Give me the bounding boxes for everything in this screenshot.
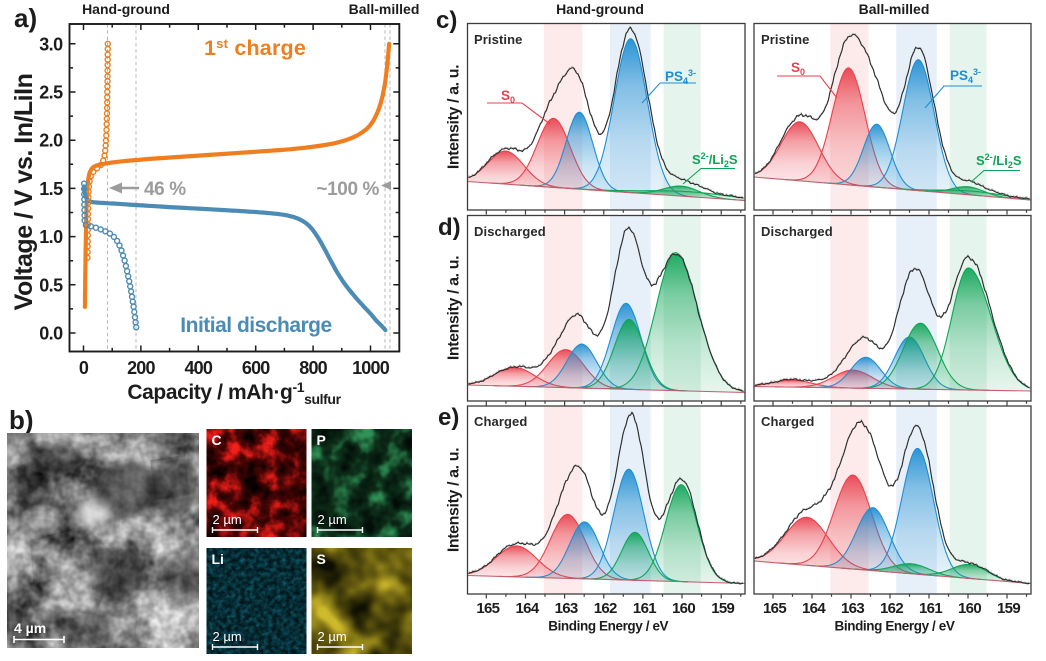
svg-text:Discharged: Discharged (474, 224, 546, 239)
svg-text:Intensity / a. u.: Intensity / a. u. (446, 448, 463, 552)
svg-text:Li: Li (212, 551, 224, 567)
svg-text:Pristine: Pristine (474, 32, 522, 47)
svg-text:3.0: 3.0 (39, 34, 63, 54)
svg-text:2 µm: 2 µm (213, 629, 242, 644)
svg-text:Ball-milled: Ball-milled (859, 1, 930, 17)
svg-text:2 µm: 2 µm (318, 629, 347, 644)
svg-text:2 µm: 2 µm (213, 512, 242, 527)
svg-text:Voltage / V vs. In/LiIn: Voltage / V vs. In/LiIn (10, 74, 38, 311)
svg-text:159: 159 (997, 600, 1020, 617)
svg-text:164: 164 (516, 600, 540, 617)
svg-text:160: 160 (958, 600, 981, 617)
svg-text:164: 164 (802, 600, 826, 617)
svg-text:Initial discharge: Initial discharge (180, 314, 331, 337)
svg-text:e): e) (438, 404, 459, 431)
svg-text:600: 600 (242, 358, 270, 378)
svg-text:0.0: 0.0 (39, 324, 63, 344)
svg-text:4 µm: 4 µm (14, 620, 46, 636)
svg-text:2 µm: 2 µm (318, 512, 347, 527)
svg-text:165: 165 (763, 600, 786, 617)
svg-text:Charged: Charged (761, 414, 814, 429)
svg-text:Binding Energy / eV: Binding Energy / eV (835, 619, 955, 634)
svg-text:S: S (317, 551, 326, 567)
svg-text:Hand-ground: Hand-ground (82, 1, 170, 17)
svg-text:Hand-ground: Hand-ground (556, 1, 644, 17)
svg-text:2.5: 2.5 (39, 83, 63, 103)
svg-text:~100 %: ~100 % (316, 179, 379, 200)
svg-text:163: 163 (841, 600, 864, 617)
svg-text:S2-/Li2S: S2-/Li2S (976, 152, 1022, 170)
svg-text:162: 162 (594, 600, 617, 617)
svg-text:C: C (212, 432, 222, 448)
svg-text:b): b) (9, 405, 34, 435)
svg-text:Discharged: Discharged (761, 224, 833, 239)
svg-text:1.5: 1.5 (39, 179, 63, 199)
svg-text:Binding Energy / eV: Binding Energy / eV (548, 619, 668, 634)
svg-text:165: 165 (476, 600, 499, 617)
svg-text:Intensity / a. u.: Intensity / a. u. (446, 256, 463, 360)
svg-text:2.0: 2.0 (39, 131, 63, 151)
svg-text:200: 200 (127, 358, 155, 378)
svg-text:0.5: 0.5 (39, 275, 63, 295)
svg-text:1.0: 1.0 (39, 227, 63, 247)
svg-text:1000: 1000 (352, 358, 390, 378)
svg-text:c): c) (436, 7, 457, 34)
svg-text:400: 400 (184, 358, 212, 378)
svg-text:Pristine: Pristine (761, 32, 809, 47)
svg-text:162: 162 (880, 600, 903, 617)
svg-text:d): d) (438, 214, 461, 241)
svg-text:161: 161 (633, 600, 656, 617)
svg-text:0: 0 (79, 358, 89, 378)
svg-text:163: 163 (555, 600, 578, 617)
svg-text:Charged: Charged (474, 414, 527, 429)
svg-text:800: 800 (299, 358, 327, 378)
svg-text:46 %: 46 % (144, 179, 186, 200)
svg-text:Intensity / a. u.: Intensity / a. u. (446, 65, 463, 169)
svg-text:160: 160 (672, 600, 695, 617)
svg-text:P: P (317, 432, 326, 448)
svg-text:a): a) (14, 3, 37, 33)
svg-text:S2-/Li2S: S2-/Li2S (692, 151, 738, 169)
svg-text:161: 161 (919, 600, 942, 617)
svg-text:Ball-milled: Ball-milled (349, 1, 420, 17)
svg-text:159: 159 (711, 600, 734, 617)
